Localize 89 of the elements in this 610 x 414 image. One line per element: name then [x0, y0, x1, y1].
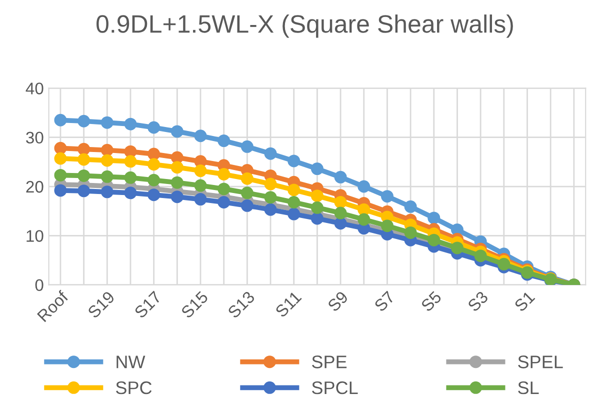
point — [100, 154, 114, 167]
point — [54, 114, 67, 126]
point — [124, 118, 137, 130]
x-tick-label: S13 — [227, 290, 256, 319]
y-tick-label: 30 — [26, 132, 44, 144]
y-tick-label: 10 — [26, 230, 44, 242]
x-tick-label: S5 — [420, 290, 442, 312]
legend-label: SPC — [116, 381, 152, 394]
point — [170, 190, 184, 204]
point — [380, 220, 394, 232]
point — [148, 121, 160, 134]
point — [240, 140, 254, 153]
point — [288, 154, 300, 168]
point — [148, 174, 160, 186]
point — [334, 170, 347, 184]
point — [218, 196, 230, 208]
point — [78, 142, 90, 156]
point — [148, 148, 160, 160]
point — [170, 161, 184, 174]
point — [474, 250, 487, 262]
y-tick-label: 20 — [26, 180, 44, 193]
point — [194, 179, 207, 192]
point — [240, 172, 254, 185]
legend-label: SL — [518, 381, 539, 394]
point — [404, 226, 417, 239]
point — [428, 234, 440, 246]
legend-label: NW — [116, 356, 146, 368]
point — [100, 170, 114, 183]
point — [170, 125, 184, 138]
x-tick-label: S3 — [467, 290, 489, 312]
x-tick-label: S15 — [180, 290, 209, 319]
point — [428, 212, 440, 224]
point — [54, 184, 67, 197]
point — [288, 196, 300, 208]
point — [218, 182, 230, 196]
point — [124, 171, 137, 184]
x-tick-label: S9 — [326, 290, 349, 312]
point — [124, 186, 137, 200]
point — [218, 168, 230, 180]
point — [54, 168, 67, 182]
point — [358, 213, 370, 226]
y-tick-label: 0 — [35, 279, 44, 292]
point — [450, 242, 464, 254]
point — [78, 184, 90, 198]
point — [194, 130, 207, 142]
x-tick-label: S17 — [134, 290, 162, 319]
point — [54, 152, 67, 165]
point — [310, 162, 324, 176]
point — [358, 203, 370, 216]
point — [380, 190, 394, 203]
point — [170, 176, 184, 189]
point — [124, 155, 137, 168]
point — [310, 201, 324, 214]
point — [310, 190, 324, 202]
point — [78, 114, 90, 128]
y-tick-label: 40 — [26, 82, 44, 94]
point — [78, 169, 90, 182]
point — [288, 184, 300, 196]
point — [194, 193, 207, 206]
x-tick-label: S11 — [274, 290, 302, 318]
point — [310, 212, 324, 225]
point — [148, 188, 160, 202]
point — [194, 164, 207, 178]
point — [100, 144, 114, 156]
point — [78, 153, 90, 166]
point — [264, 178, 277, 190]
point — [54, 142, 67, 154]
point — [334, 196, 347, 208]
point — [334, 206, 347, 220]
point — [148, 158, 160, 171]
point — [404, 200, 417, 213]
x-tick-label: S1 — [514, 290, 536, 312]
legend-label: SPEL — [518, 356, 563, 368]
x-tick-label: S19 — [87, 290, 116, 319]
point — [288, 208, 300, 220]
point — [264, 191, 277, 204]
legend-label: SPE — [312, 356, 347, 368]
legend-label: SPCL — [312, 381, 358, 394]
point — [334, 217, 347, 230]
point — [264, 147, 277, 160]
point — [264, 203, 277, 216]
point — [100, 116, 114, 129]
point — [240, 186, 254, 200]
point — [100, 186, 114, 198]
point — [218, 134, 230, 148]
x-tick-label: S7 — [374, 290, 396, 312]
point — [240, 199, 254, 212]
chart-title: 0.9DL+1.5WL-X (Square Shear walls) — [96, 14, 513, 38]
point — [358, 180, 370, 193]
